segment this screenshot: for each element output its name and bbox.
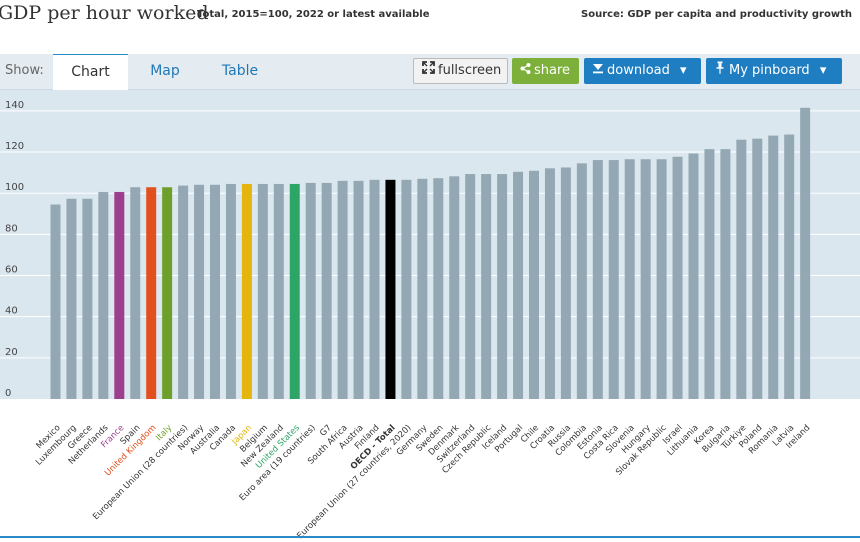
share-icon: [520, 58, 531, 84]
fullscreen-label: fullscreen: [438, 63, 502, 78]
bar-united-states[interactable]: [289, 183, 300, 399]
bottom-rule: [0, 536, 860, 538]
bar-hungary[interactable]: [640, 159, 651, 399]
bar-russia[interactable]: [560, 167, 571, 399]
bar-greece[interactable]: [82, 198, 93, 399]
bar-italy[interactable]: [162, 187, 173, 399]
bar-germany[interactable]: [417, 178, 428, 399]
bar-g7[interactable]: [321, 182, 332, 399]
bar-colombia[interactable]: [576, 163, 587, 399]
share-button[interactable]: share: [512, 58, 579, 84]
pinboard-label: My pinboard: [729, 63, 810, 78]
bar-costa-rica[interactable]: [608, 160, 619, 399]
y-tick-label: 80: [5, 223, 18, 234]
y-tick-label: 140: [5, 100, 24, 111]
y-tick-label: 60: [5, 265, 18, 276]
pin-icon: [714, 58, 726, 84]
bar-austria[interactable]: [353, 180, 364, 399]
bar-european-union-28-countries-[interactable]: [178, 185, 189, 399]
bar-israel[interactable]: [672, 156, 683, 399]
download-icon: [592, 58, 604, 84]
bar-ireland[interactable]: [800, 107, 811, 399]
bar-japan[interactable]: [241, 183, 252, 399]
y-tick-label: 120: [5, 141, 24, 152]
download-label: download: [607, 63, 670, 78]
download-button[interactable]: download ▾: [584, 58, 701, 84]
bar-south-africa[interactable]: [337, 180, 348, 399]
bar-canada[interactable]: [225, 183, 236, 399]
bar-mexico[interactable]: [50, 204, 61, 399]
bar-switzerland[interactable]: [465, 174, 476, 399]
bar-portugal[interactable]: [513, 171, 524, 399]
y-tick-label: 0: [5, 388, 11, 399]
bar-poland[interactable]: [752, 138, 763, 399]
chart-header: GDP per hour worked Total, 2015=100, 202…: [0, 0, 860, 34]
bar-korea[interactable]: [704, 149, 715, 399]
bar-iceland[interactable]: [497, 174, 508, 399]
bar-denmark[interactable]: [449, 176, 460, 399]
bar-czech-republic[interactable]: [481, 174, 492, 399]
pinboard-button[interactable]: My pinboard ▾: [706, 58, 842, 84]
chevron-down-icon: ▾: [680, 63, 687, 78]
share-label: share: [534, 63, 571, 78]
bar-european-union-27-countries-2020-[interactable]: [401, 179, 412, 399]
tab-map[interactable]: Map: [150, 63, 180, 79]
bar-estonia[interactable]: [592, 160, 603, 399]
bar-chile[interactable]: [529, 170, 539, 399]
y-tick-label: 20: [5, 347, 18, 358]
bar-oecd-total[interactable]: [385, 179, 396, 399]
y-tick-label: 100: [5, 182, 24, 193]
bar-new-zealand[interactable]: [273, 183, 284, 399]
y-tick-label: 40: [5, 306, 18, 317]
bar-france[interactable]: [114, 191, 125, 399]
source-note: Source: GDP per capita and productivity …: [581, 9, 852, 20]
fullscreen-icon: [422, 59, 435, 83]
bar-bulgaria[interactable]: [720, 149, 731, 399]
bar-lithuania[interactable]: [688, 153, 699, 399]
bar-finland[interactable]: [369, 179, 380, 399]
tab-chart[interactable]: Chart: [53, 54, 128, 90]
bar-norway[interactable]: [194, 184, 205, 399]
show-label: Show:: [5, 63, 44, 78]
bar-euro-area-19-countries-[interactable]: [305, 182, 316, 399]
fullscreen-button[interactable]: fullscreen: [413, 58, 508, 84]
chart-title: GDP per hour worked: [0, 2, 209, 24]
bar-united-kingdom[interactable]: [146, 187, 157, 399]
bar-sweden[interactable]: [433, 178, 444, 399]
bar-slovenia[interactable]: [624, 159, 635, 399]
tab-table[interactable]: Table: [221, 63, 259, 79]
bar-spain[interactable]: [130, 187, 141, 399]
chevron-down-icon: ▾: [819, 63, 827, 78]
view-toolbar: Show: Chart Map Table fullscreen share d…: [0, 54, 860, 90]
bar-belgium[interactable]: [257, 183, 268, 399]
bar-latvia[interactable]: [784, 134, 795, 399]
bar-australia[interactable]: [210, 184, 220, 399]
bar-slovak-republic[interactable]: [656, 159, 667, 399]
bar-t-rkiye[interactable]: [736, 139, 747, 399]
bar-croatia[interactable]: [544, 168, 555, 399]
chart-subtitle: Total, 2015=100, 2022 or latest availabl…: [197, 9, 430, 20]
bar-luxembourg[interactable]: [66, 198, 77, 399]
bar-romania[interactable]: [768, 135, 779, 400]
bar-netherlands[interactable]: [98, 191, 109, 399]
plot-area: [0, 90, 860, 399]
